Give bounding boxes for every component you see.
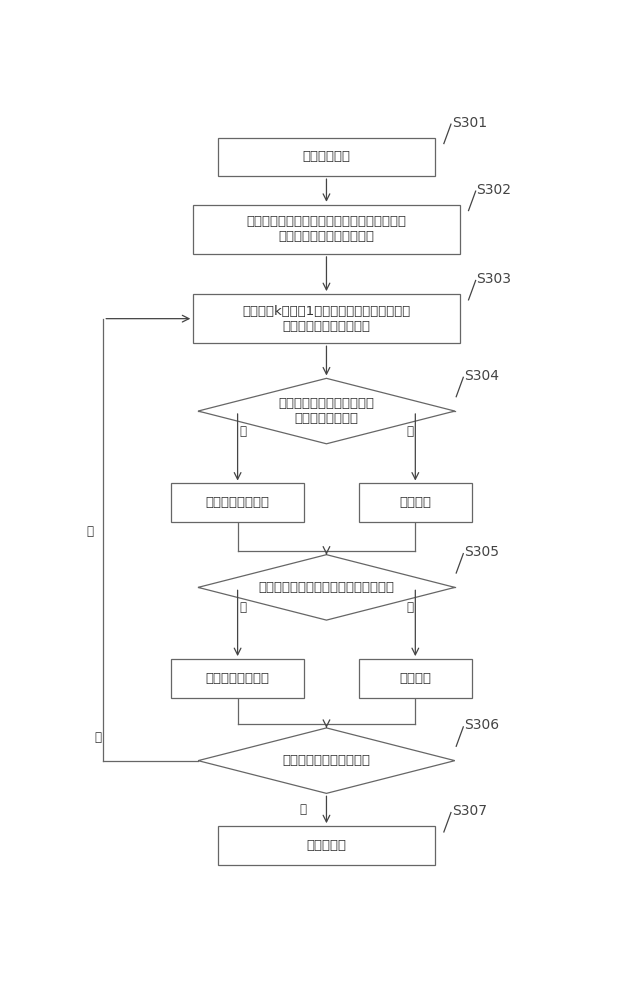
Text: 是: 是 — [239, 425, 246, 438]
Text: S302: S302 — [476, 183, 512, 197]
Text: 个体最优位置是否优于群体的最优位置: 个体最优位置是否优于群体的最优位置 — [259, 581, 394, 594]
Text: 否: 否 — [86, 525, 93, 538]
Bar — [359, 659, 472, 698]
Text: 确定每个粒子的初始最优适应值、初始个体最
有位置及初始群体最优位置: 确定每个粒子的初始最优适应值、初始个体最 有位置及初始群体最优位置 — [247, 215, 406, 243]
Bar — [359, 483, 472, 522]
Text: S303: S303 — [476, 272, 512, 286]
Text: S307: S307 — [452, 804, 487, 818]
Polygon shape — [198, 555, 455, 620]
Text: S306: S306 — [464, 718, 499, 732]
Text: 迭代次数是否达到最大值: 迭代次数是否达到最大值 — [282, 754, 371, 767]
Text: 否: 否 — [407, 425, 414, 438]
Text: 保留原值: 保留原值 — [399, 496, 431, 509]
Text: 否: 否 — [407, 601, 414, 614]
Text: 保留原值: 保留原值 — [399, 672, 431, 685]
Text: 初始化粒子群: 初始化粒子群 — [303, 150, 350, 163]
Text: 是: 是 — [239, 601, 246, 614]
Bar — [193, 205, 460, 254]
Bar — [171, 659, 304, 698]
Text: 是: 是 — [300, 803, 307, 816]
Polygon shape — [198, 378, 455, 444]
Text: 更新个体最优位置: 更新个体最优位置 — [206, 672, 269, 685]
Bar — [171, 483, 304, 522]
Text: S305: S305 — [464, 545, 499, 559]
Text: 每个粒子的适应度是否优于
最优粒子的适应度: 每个粒子的适应度是否优于 最优粒子的适应度 — [278, 397, 375, 425]
Text: S304: S304 — [464, 369, 499, 383]
Bar — [218, 138, 435, 176]
Polygon shape — [198, 728, 455, 793]
Text: S301: S301 — [452, 116, 487, 130]
Bar — [193, 294, 460, 343]
Text: 迭代次数k每增加1，更新每个粒子的位置和速
度，并重新计算其适应值: 迭代次数k每增加1，更新每个粒子的位置和速 度，并重新计算其适应值 — [242, 305, 411, 333]
Text: 更新个体最优位置: 更新个体最优位置 — [206, 496, 269, 509]
Text: 获取最优值: 获取最优值 — [306, 839, 347, 852]
Text: 否: 否 — [95, 731, 102, 744]
Bar — [218, 826, 435, 865]
